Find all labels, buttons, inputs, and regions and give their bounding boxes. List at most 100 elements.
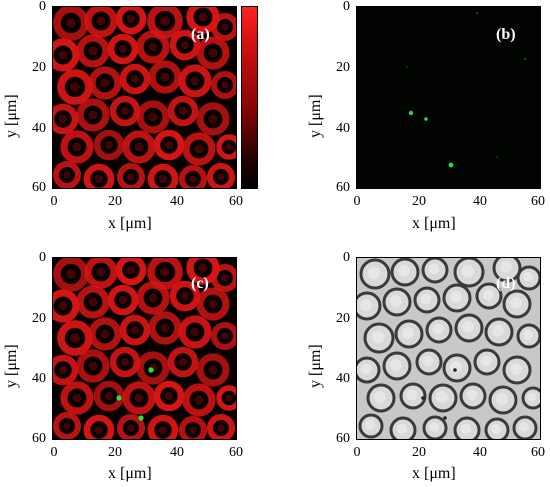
x-tick: 60	[229, 194, 243, 209]
x-tick: 20	[108, 445, 122, 460]
green-fluorescent-spot	[406, 66, 408, 68]
red-blood-cell	[76, 285, 110, 319]
red-blood-cell	[53, 103, 79, 135]
red-blood-cell	[136, 100, 170, 134]
x-tick: 40	[170, 445, 184, 460]
green-fluorescent-spot	[116, 395, 122, 401]
red-blood-cell	[210, 12, 236, 42]
red-blood-cell	[107, 33, 139, 65]
red-blood-cell	[119, 314, 151, 346]
panel-b-image	[356, 6, 541, 189]
red-blood-cell	[136, 30, 170, 64]
red-blood-cell	[53, 354, 79, 386]
y-tick: 40	[336, 121, 350, 136]
green-fluorescent-spot	[448, 162, 454, 168]
red-blood-cell	[148, 60, 182, 94]
y-tick: 60	[336, 431, 350, 446]
panel-label: (b)	[496, 26, 516, 43]
x-axis-label: x [μm]	[108, 215, 152, 232]
red-blood-cell	[53, 411, 82, 439]
x-tick: 0	[353, 445, 361, 460]
red-blood-cell	[84, 258, 118, 289]
y-tick: 0	[343, 0, 350, 14]
red-blood-cell	[196, 102, 230, 136]
x-tick: 40	[170, 194, 184, 209]
x-tick: 0	[353, 194, 361, 209]
red-blood-cell	[178, 415, 208, 439]
green-fluorescent-spot	[148, 367, 154, 373]
red-blood-cell	[53, 289, 80, 323]
red-blood-cell	[107, 284, 139, 316]
y-tick: 40	[32, 121, 46, 136]
panel-label: (a)	[191, 26, 210, 43]
fluorescence-green-image	[406, 12, 526, 168]
red-blood-cell	[60, 381, 94, 415]
y-tick: 0	[39, 0, 46, 14]
red-blood-cell	[206, 162, 236, 188]
red-blood-cell	[147, 7, 183, 39]
red-blood-cell	[147, 258, 183, 290]
y-tick: 0	[343, 250, 350, 265]
red-blood-cell	[76, 349, 110, 383]
merged-image	[53, 258, 236, 439]
y-axis-label: y [μm]	[307, 344, 324, 388]
y-tick: 20	[336, 60, 350, 75]
y-tick: 20	[32, 311, 46, 326]
red-blood-cell	[182, 383, 216, 417]
red-blood-cell	[136, 351, 170, 385]
red-blood-cell	[116, 162, 146, 188]
panel-c-image	[52, 257, 237, 440]
red-blood-cell	[196, 353, 230, 387]
red-blood-cell	[167, 95, 199, 127]
x-tick: 60	[531, 194, 545, 209]
red-blood-cell	[60, 130, 94, 164]
red-blood-cell	[216, 134, 236, 160]
red-blood-cell	[169, 29, 201, 61]
red-blood-cell	[93, 129, 125, 161]
x-tick: 20	[412, 194, 426, 209]
x-tick: 20	[412, 445, 426, 460]
red-blood-cell	[153, 129, 185, 161]
x-tick: 0	[50, 194, 58, 209]
red-blood-cell	[178, 64, 212, 98]
green-fluorescent-spot	[524, 58, 526, 60]
green-fluorescent-spot	[138, 415, 144, 421]
red-blood-cell	[147, 163, 179, 188]
red-blood-cell	[53, 38, 80, 72]
red-blood-cell	[196, 36, 230, 70]
green-fluorescent-spot	[424, 117, 428, 121]
green-fluorescent-spot	[496, 156, 498, 158]
red-blood-cell	[210, 70, 236, 100]
y-tick: 40	[336, 371, 350, 386]
y-tick: 0	[39, 250, 46, 265]
red-blood-cell	[93, 380, 125, 412]
panel-d-image	[356, 257, 541, 440]
red-blood-cell	[109, 95, 141, 127]
red-blood-cell	[53, 160, 82, 188]
red-blood-cell	[216, 385, 236, 411]
y-axis-label: y [μm]	[3, 344, 20, 388]
red-blood-cell	[122, 130, 156, 164]
x-axis-label: x [μm]	[108, 465, 152, 482]
red-blood-cell	[178, 315, 212, 349]
red-blood-cell	[88, 317, 122, 351]
x-tick: 60	[229, 445, 243, 460]
x-tick: 40	[473, 445, 487, 460]
red-blood-cell	[210, 321, 236, 351]
panel-label: (c)	[191, 275, 209, 292]
panel-label: (d)	[496, 275, 516, 292]
red-blood-cell	[210, 263, 236, 293]
panel-a-image	[52, 6, 237, 189]
red-blood-cell	[116, 413, 146, 439]
fluorescence-red-image	[53, 7, 236, 188]
x-tick: 0	[50, 445, 58, 460]
red-blood-cell	[153, 380, 185, 412]
y-axis-label: y [μm]	[3, 94, 20, 138]
red-blood-cell	[178, 164, 208, 188]
brightfield-image	[357, 258, 540, 439]
red-blood-cell	[84, 7, 118, 38]
y-axis-label: y [μm]	[307, 94, 324, 138]
red-blood-cell	[76, 34, 110, 68]
red-blood-cell	[109, 346, 141, 378]
red-blood-cell	[115, 258, 147, 286]
